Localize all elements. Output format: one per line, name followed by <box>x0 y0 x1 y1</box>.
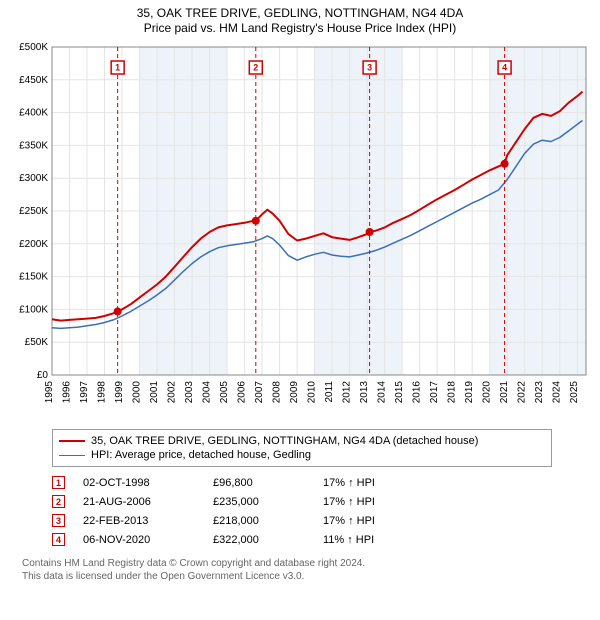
sale-marker-icon: 2 <box>52 495 65 508</box>
legend-item: 35, OAK TREE DRIVE, GEDLING, NOTTINGHAM,… <box>59 434 545 448</box>
sale-pct: 17% ↑ HPI <box>323 515 433 527</box>
sale-date: 21-AUG-2006 <box>83 496 213 508</box>
svg-text:£250K: £250K <box>19 206 48 217</box>
svg-text:1997: 1997 <box>79 381 90 404</box>
legend-label: HPI: Average price, detached house, Gedl… <box>91 449 311 461</box>
chart-plot: £0 £50K £100K £150K £200K £250K £300K £350K £400… <box>8 41 592 421</box>
chart-titles: 35, OAK TREE DRIVE, GEDLING, NOTTINGHAM,… <box>8 6 592 35</box>
sale-pct: 11% ↑ HPI <box>323 534 433 546</box>
svg-text:£300K: £300K <box>19 173 48 184</box>
svg-text:2020: 2020 <box>482 381 493 404</box>
svg-text:2005: 2005 <box>219 381 230 404</box>
table-row: 1 02-OCT-1998 £96,800 17% ↑ HPI <box>52 473 592 492</box>
svg-text:£0: £0 <box>37 370 49 381</box>
sale-date: 02-OCT-1998 <box>83 477 213 489</box>
svg-text:2003: 2003 <box>184 381 195 404</box>
svg-text:£100K: £100K <box>19 304 48 315</box>
table-row: 2 21-AUG-2006 £235,000 17% ↑ HPI <box>52 492 592 511</box>
chart-container: 35, OAK TREE DRIVE, GEDLING, NOTTINGHAM,… <box>0 0 600 587</box>
legend-swatch <box>59 440 85 442</box>
svg-text:2022: 2022 <box>517 381 528 404</box>
svg-text:1: 1 <box>115 63 120 73</box>
svg-text:2: 2 <box>253 63 258 73</box>
table-row: 3 22-FEB-2013 £218,000 17% ↑ HPI <box>52 511 592 530</box>
svg-text:2006: 2006 <box>237 381 248 404</box>
svg-text:1995: 1995 <box>44 381 55 404</box>
chart-svg: £0 £50K £100K £150K £200K £250K £300K £350K £400… <box>8 41 592 421</box>
svg-text:2021: 2021 <box>499 381 510 404</box>
svg-text:4: 4 <box>502 63 507 73</box>
sale-price: £96,800 <box>213 477 323 489</box>
svg-text:2010: 2010 <box>307 381 318 404</box>
svg-text:2015: 2015 <box>394 381 405 404</box>
svg-text:£500K: £500K <box>19 42 48 53</box>
chart-title-line2: Price paid vs. HM Land Registry's House … <box>8 21 592 35</box>
svg-text:£200K: £200K <box>19 239 48 250</box>
svg-text:£400K: £400K <box>19 108 48 119</box>
chart-title-line1: 35, OAK TREE DRIVE, GEDLING, NOTTINGHAM,… <box>8 6 592 20</box>
sale-date: 22-FEB-2013 <box>83 515 213 527</box>
sale-price: £235,000 <box>213 496 323 508</box>
svg-text:2014: 2014 <box>377 381 388 404</box>
sale-price: £218,000 <box>213 515 323 527</box>
svg-text:£150K: £150K <box>19 272 48 283</box>
svg-text:2000: 2000 <box>132 381 143 404</box>
svg-text:2024: 2024 <box>552 381 563 404</box>
svg-text:2001: 2001 <box>149 381 160 404</box>
svg-text:£350K: £350K <box>19 140 48 151</box>
svg-text:£50K: £50K <box>25 337 49 348</box>
sale-pct: 17% ↑ HPI <box>323 496 433 508</box>
svg-text:2007: 2007 <box>254 381 265 404</box>
svg-text:3: 3 <box>367 63 372 73</box>
svg-text:2017: 2017 <box>429 381 440 404</box>
legend-item: HPI: Average price, detached house, Gedl… <box>59 448 545 462</box>
svg-text:2025: 2025 <box>569 381 580 404</box>
sale-pct: 17% ↑ HPI <box>323 477 433 489</box>
svg-text:2009: 2009 <box>289 381 300 404</box>
table-row: 4 06-NOV-2020 £322,000 11% ↑ HPI <box>52 530 592 549</box>
svg-text:2008: 2008 <box>272 381 283 404</box>
sales-table: 1 02-OCT-1998 £96,800 17% ↑ HPI 2 21-AUG… <box>52 473 592 549</box>
svg-text:2011: 2011 <box>324 381 335 403</box>
svg-text:1996: 1996 <box>62 381 73 404</box>
svg-text:2019: 2019 <box>464 381 475 404</box>
legend: 35, OAK TREE DRIVE, GEDLING, NOTTINGHAM,… <box>52 429 552 467</box>
sale-price: £322,000 <box>213 534 323 546</box>
legend-label: 35, OAK TREE DRIVE, GEDLING, NOTTINGHAM,… <box>91 435 478 447</box>
sale-marker-icon: 1 <box>52 476 65 489</box>
svg-text:2023: 2023 <box>534 381 545 404</box>
svg-text:£450K: £450K <box>19 75 48 86</box>
legend-swatch <box>59 455 85 456</box>
sale-date: 06-NOV-2020 <box>83 534 213 546</box>
svg-text:1999: 1999 <box>114 381 125 404</box>
footer: Contains HM Land Registry data © Crown c… <box>22 557 592 583</box>
sale-marker-icon: 4 <box>52 533 65 546</box>
svg-text:2002: 2002 <box>167 381 178 404</box>
svg-text:1998: 1998 <box>97 381 108 404</box>
svg-text:2004: 2004 <box>202 381 213 404</box>
svg-text:2016: 2016 <box>412 381 423 404</box>
svg-text:2013: 2013 <box>359 381 370 404</box>
sale-marker-icon: 3 <box>52 514 65 527</box>
svg-text:2018: 2018 <box>447 381 458 404</box>
footer-line2: This data is licensed under the Open Gov… <box>22 570 592 583</box>
footer-line1: Contains HM Land Registry data © Crown c… <box>22 557 592 570</box>
svg-text:2012: 2012 <box>342 381 353 404</box>
